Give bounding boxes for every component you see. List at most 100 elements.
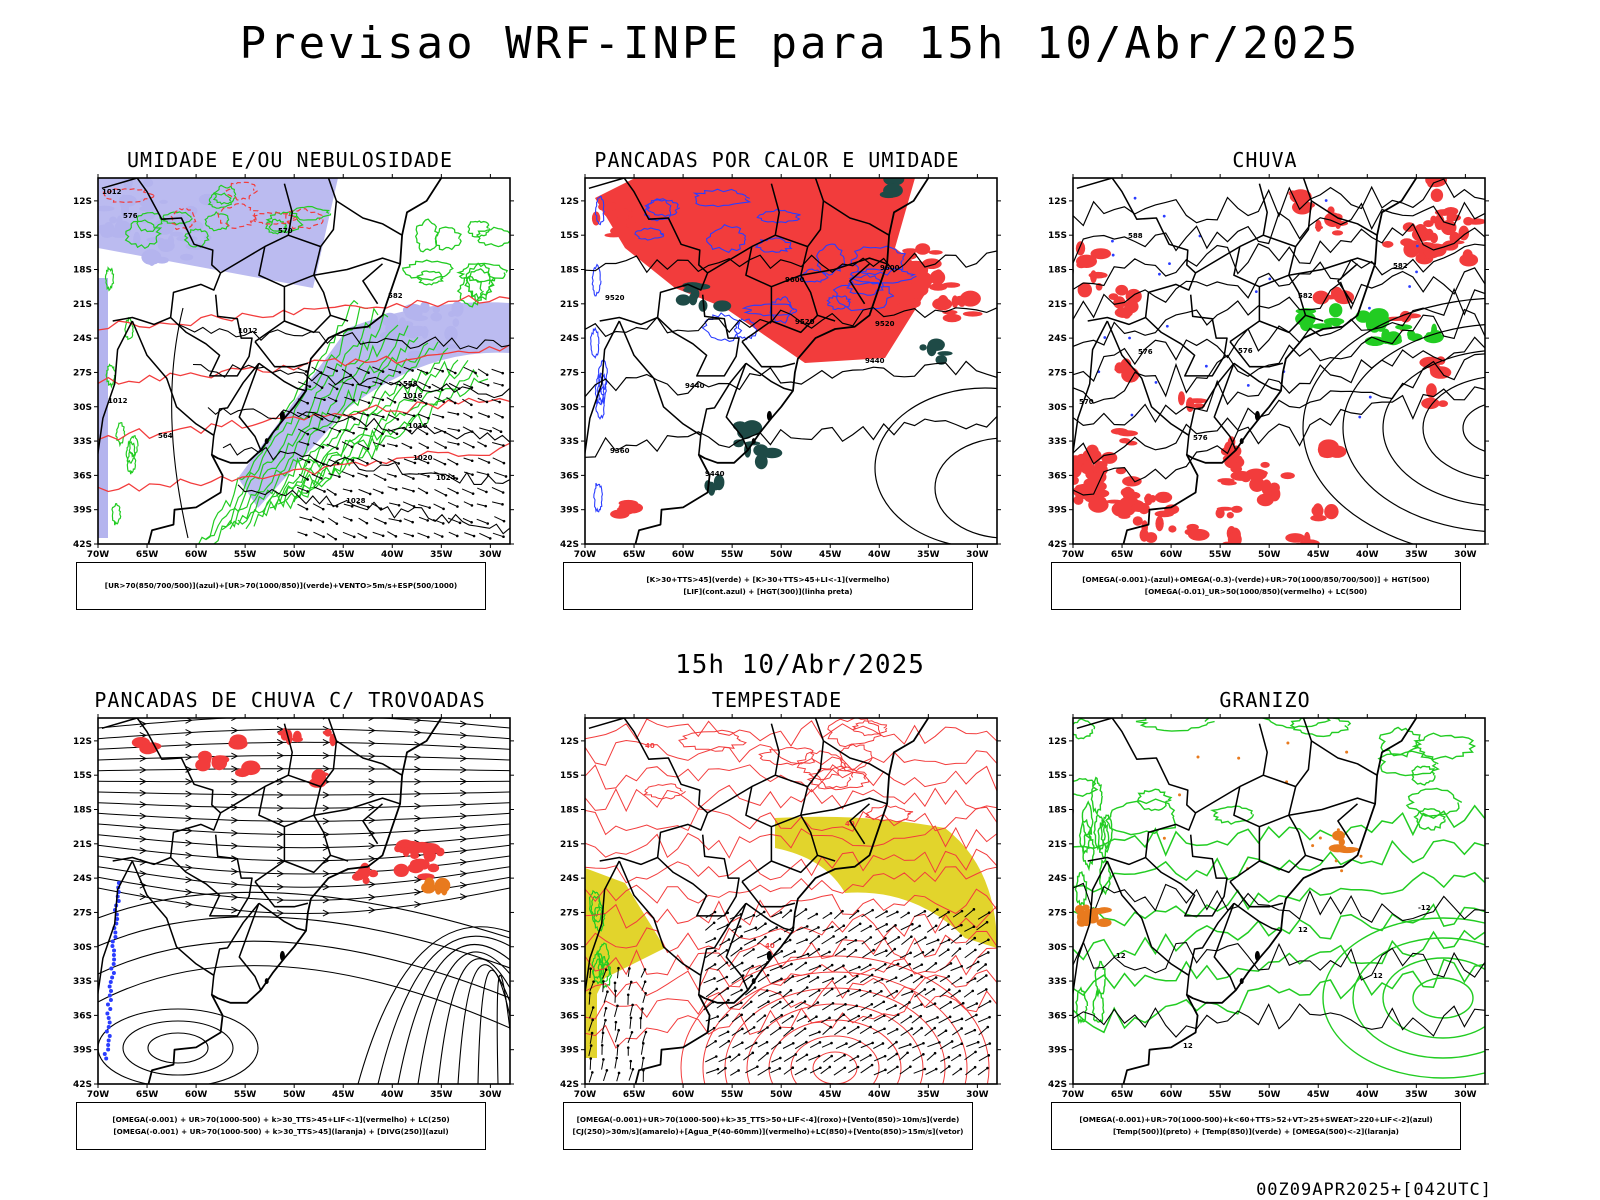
legend-line: [LIF](cont.azul) + [HGT(300)](linha pret… bbox=[683, 587, 853, 596]
lon-tick-label: 35W bbox=[1405, 1090, 1428, 1100]
lat-tick-label: 39S bbox=[73, 1046, 92, 1056]
lon-tick-label: 40W bbox=[381, 1090, 404, 1100]
lat-tick-label: 39S bbox=[1048, 1046, 1067, 1056]
panel-title: TEMPESTADE bbox=[711, 688, 843, 712]
map-panel-umidade: UMIDADE E/OU NEBULOSIDADE 1012 1012 1012 101… bbox=[70, 148, 514, 650]
map-panel-pancadas_calor: PANCADAS POR CALOR E UMIDADE 9600 9600 9520… bbox=[557, 148, 1001, 650]
map-panel-granizo: GRANIZO -12 -12 12 12 12 12S 15S 18S 21S 24S 27S 30S… bbox=[1045, 688, 1489, 1190]
lat-tick-label: 36S bbox=[560, 471, 579, 481]
lon-tick-label: 45W bbox=[332, 1090, 355, 1100]
lat-tick-label: 12S bbox=[73, 197, 92, 207]
lat-tick-label: 33S bbox=[73, 977, 92, 987]
forecast-map: -12 -12 12 12 12 12S 15S 18S 21S 24S 27S 30S 33S 36S 3… bbox=[1048, 714, 1489, 1100]
contour-label: 1012 bbox=[238, 327, 258, 335]
lat-tick-label: 42S bbox=[73, 1080, 92, 1090]
lon-tick-label: 65W bbox=[623, 1090, 646, 1100]
lon-tick-label: 45W bbox=[819, 1090, 842, 1100]
contour-label: 1020 bbox=[413, 454, 433, 462]
lon-tick-label: 70W bbox=[1062, 550, 1085, 560]
lon-tick-label: 30W bbox=[966, 1090, 989, 1100]
contour-label: 582 bbox=[388, 292, 403, 300]
lon-tick-label: 50W bbox=[770, 1090, 793, 1100]
lat-tick-label: 21S bbox=[560, 300, 579, 310]
lat-tick-label: 27S bbox=[1048, 908, 1067, 918]
lat-tick-label: 33S bbox=[73, 437, 92, 447]
lon-tick-label: 60W bbox=[672, 550, 695, 560]
contour-label: 1012 bbox=[102, 188, 122, 196]
contour-label: 1016 bbox=[403, 392, 423, 400]
lon-tick-label: 65W bbox=[1111, 550, 1134, 560]
forecast-time-subtitle: 15h 10/Abr/2025 bbox=[675, 650, 925, 680]
panel-title: PANCADAS POR CALOR E UMIDADE bbox=[594, 148, 960, 172]
lon-tick-label: 65W bbox=[1111, 1090, 1134, 1100]
lon-tick-label: 55W bbox=[1209, 550, 1232, 560]
lon-tick-label: 50W bbox=[770, 550, 793, 560]
contour-label: 9520 bbox=[795, 318, 815, 326]
lat-tick-label: 30S bbox=[73, 403, 92, 413]
lon-tick-label: 30W bbox=[966, 550, 989, 560]
lat-tick-label: 21S bbox=[1048, 840, 1067, 850]
legend-line: [UR>70(850/700/500)](azul)+[UR>70(1000/8… bbox=[104, 581, 458, 590]
contour-label: 9520 bbox=[875, 320, 895, 328]
map-frame bbox=[1072, 177, 1486, 545]
map-panel-chuva: CHUVA 588 582 582 576 576 570 576 12S 15S 18S 21S 24… bbox=[1045, 148, 1489, 650]
lat-tick-label: 27S bbox=[73, 368, 92, 378]
lat-tick-label: 33S bbox=[1048, 437, 1067, 447]
forecast-map: 1012 1012 1012 1016 1016 1020 1024 1028 570 576 56… bbox=[73, 174, 514, 560]
lat-tick-label: 15S bbox=[73, 771, 92, 781]
lat-tick-label: 36S bbox=[73, 471, 92, 481]
legend-line: [Temp(500)](preto) + [Temp(850)](verde) … bbox=[1113, 1127, 1399, 1136]
lon-tick-label: 55W bbox=[234, 550, 257, 560]
contour-label: 576 bbox=[1238, 347, 1253, 355]
lon-tick-label: 35W bbox=[917, 550, 940, 560]
lon-tick-label: 30W bbox=[479, 1090, 502, 1100]
contour-label: 12 bbox=[1298, 926, 1308, 934]
lon-tick-label: 35W bbox=[430, 550, 453, 560]
lon-tick-label: 45W bbox=[819, 550, 842, 560]
lat-tick-label: 39S bbox=[560, 506, 579, 516]
panel-legend: [UR>70(850/700/500)](azul)+[UR>70(1000/8… bbox=[76, 562, 486, 610]
panel-title: PANCADAS DE CHUVA C/ TROVOADAS bbox=[94, 688, 486, 712]
lon-tick-label: 45W bbox=[332, 550, 355, 560]
panel-legend: [K>30+TTS>45](verde) + [K>30+TTS>45+LI<-… bbox=[563, 562, 973, 610]
contour-label: 564 bbox=[158, 432, 173, 440]
lon-tick-label: 60W bbox=[1160, 1090, 1183, 1100]
lat-tick-label: 36S bbox=[560, 1011, 579, 1021]
lat-tick-label: 36S bbox=[1048, 1011, 1067, 1021]
lon-tick-label: 40W bbox=[868, 1090, 891, 1100]
contour-label: 9600 bbox=[785, 276, 805, 284]
lat-tick-label: 39S bbox=[1048, 506, 1067, 516]
forecast-map: 588 582 582 576 576 570 576 12S 15S 18S 21S 24S 27S 3… bbox=[1048, 174, 1489, 560]
lat-tick-label: 12S bbox=[560, 197, 579, 207]
lat-tick-label: 21S bbox=[73, 840, 92, 850]
lat-tick-label: 39S bbox=[560, 1046, 579, 1056]
lat-tick-label: 12S bbox=[1048, 737, 1067, 747]
legend-line: [OMEGA(-0.001) + UR>70(1000-500) + k>30_… bbox=[113, 1127, 449, 1136]
panel-legend: [OMEGA(-0.001)+UR>70(1000-500)+k>35_TTS>… bbox=[563, 1102, 973, 1150]
contour-label: 576 bbox=[1193, 434, 1208, 442]
lon-tick-label: 50W bbox=[1258, 550, 1281, 560]
panel-title: GRANIZO bbox=[1219, 688, 1311, 712]
lon-tick-label: 55W bbox=[234, 1090, 257, 1100]
contour-label: 9600 bbox=[880, 264, 900, 272]
lat-tick-label: 18S bbox=[1048, 266, 1067, 276]
lat-tick-label: 33S bbox=[560, 437, 579, 447]
lat-tick-label: 12S bbox=[1048, 197, 1067, 207]
lon-tick-label: 45W bbox=[1307, 1090, 1330, 1100]
lat-tick-label: 42S bbox=[1048, 1080, 1067, 1090]
lat-tick-label: 30S bbox=[73, 943, 92, 953]
lon-tick-label: 40W bbox=[381, 550, 404, 560]
map-frame bbox=[584, 717, 998, 1085]
lat-tick-label: 42S bbox=[560, 1080, 579, 1090]
map-panel-tempestade: TEMPESTADE 40 40 40 12S 15S 18S 21S 24S 27S 30S 33S… bbox=[557, 688, 1001, 1190]
lon-tick-label: 65W bbox=[136, 1090, 159, 1100]
contour-label: 1012 bbox=[108, 397, 128, 405]
legend-line: [OMEGA(-0.001)+UR>70(1000-500)+k>35_TTS>… bbox=[576, 1115, 960, 1124]
lat-tick-label: 42S bbox=[73, 540, 92, 550]
panel-legend: [OMEGA(-0.001)+UR>70(1000-500)+k<60+TTS>… bbox=[1051, 1102, 1461, 1150]
lat-tick-label: 18S bbox=[73, 266, 92, 276]
lon-tick-label: 35W bbox=[430, 1090, 453, 1100]
lon-tick-label: 40W bbox=[1356, 550, 1379, 560]
lat-tick-label: 15S bbox=[1048, 771, 1067, 781]
lon-tick-label: 55W bbox=[1209, 1090, 1232, 1100]
